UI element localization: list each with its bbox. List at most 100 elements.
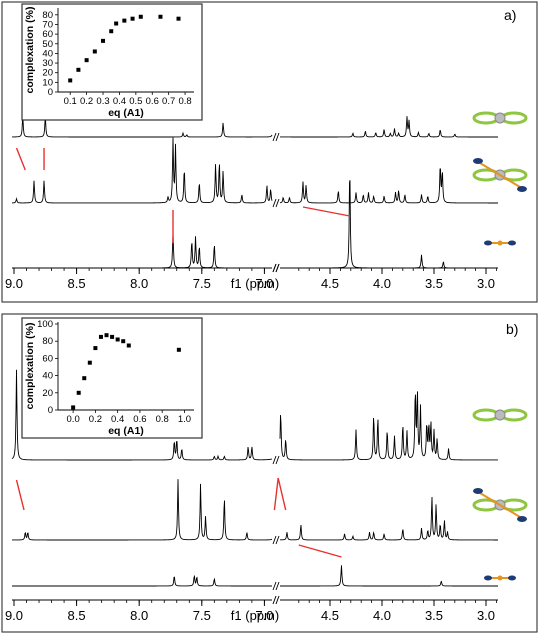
- b-inset-ylabel: complexation (%): [24, 323, 36, 410]
- a-inset-y-tick-label: 80: [42, 10, 53, 21]
- guest-axle-icon: [479, 492, 521, 518]
- a-spectrum-3-right: [280, 180, 498, 269]
- panel-a-frame: [1, 1, 538, 303]
- a-inset-data-point: [76, 67, 81, 72]
- b-inset-data-point: [126, 343, 131, 348]
- a-inset-y-tick-label: 70: [42, 19, 53, 30]
- panel-a-spectra: [11, 116, 498, 273]
- b-inset-data-point: [104, 333, 109, 338]
- b-connector-line: [273, 477, 279, 511]
- panel-b-label: b): [506, 321, 518, 337]
- a-inset-data-point: [68, 78, 73, 83]
- panel-b-frame: [1, 313, 538, 633]
- b-inset-data-point: [76, 390, 81, 395]
- panel-a-x-axis: 9.0 8.5 8.0 7.5 7.0f1 (ppm) 4.5 4.0 3.5 3.0: [5, 263, 498, 291]
- ring-icon: [500, 111, 528, 125]
- a-spectrum-1-right: [279, 116, 498, 138]
- stopper-icon: [484, 240, 492, 246]
- a-axis-break: [272, 263, 277, 273]
- a-tick-label: 8.0: [130, 276, 148, 291]
- panel-b-connectors: [15, 477, 342, 558]
- b-break-mark: [272, 455, 277, 465]
- a-break-mark: [275, 132, 280, 142]
- a-spectrum-3-left: [12, 232, 272, 269]
- b-inset-x-tick-label: 0.0: [67, 414, 80, 425]
- panel-b-icons: [472, 408, 528, 581]
- a-tick-label: 7.0: [255, 276, 273, 291]
- panel-a-connectors: [15, 147, 350, 243]
- b-tick-label: 7.5: [193, 608, 211, 623]
- a-spectrum-1-left: [11, 118, 273, 138]
- metal-icon: [494, 112, 506, 124]
- a-inset-x-tick-label: 0.3: [96, 96, 109, 107]
- panel-b-spectra: [11, 369, 498, 591]
- a-spectrum-2-right: [279, 168, 498, 204]
- b-axis-break: [275, 595, 280, 605]
- b-inset-x-tick-label: 0.4: [111, 414, 124, 425]
- b-spectrum-3-right: [280, 565, 498, 587]
- a-inset-data-point: [158, 14, 163, 19]
- panel-a-label: a): [504, 7, 516, 23]
- a-break-mark: [272, 132, 277, 142]
- b-inset-y-tick-label: 20: [42, 388, 53, 399]
- host-macrocycle-icon: [472, 408, 528, 422]
- a-inset-xlabel: eq (A1): [108, 107, 144, 119]
- a-inset-x-tick-label: 0.5: [129, 96, 142, 107]
- b-tick-label: 8.0: [130, 608, 148, 623]
- b-inset-xlabel: eq (A1): [108, 425, 144, 437]
- a-inset-x-tick-label: 0.2: [80, 96, 93, 107]
- stopper-icon: [517, 186, 527, 192]
- a-inset-data-point: [101, 38, 106, 43]
- a-inset-data-point: [109, 29, 114, 34]
- b-tick-label: 7.0: [255, 608, 273, 623]
- panel-b-inset: 0.0 0.2 0.4 0.6 0.8 1.0 0 20 40 60 80 100 eq (A1) com…: [21, 317, 203, 439]
- ring-icon: [472, 111, 500, 125]
- b-break-mark: [275, 455, 280, 465]
- a-break-mark: [272, 198, 277, 208]
- stopper-icon: [517, 516, 527, 522]
- a-inset-y-tick-label: 20: [42, 68, 53, 79]
- a-inset-y-tick-label: 30: [42, 58, 53, 69]
- a-tick-label: 4.5: [321, 276, 339, 291]
- b-connector-line: [15, 479, 25, 511]
- b-inset-y-tick-label: 60: [42, 353, 53, 364]
- b-inset-data-point: [115, 337, 120, 342]
- b-tick-label: 4.5: [321, 608, 339, 623]
- b-tick-label: 9.0: [5, 608, 23, 623]
- b-tick-label: 3.0: [477, 608, 495, 623]
- panel-a-inset: 0.1 0.2 0.3 0.4 0.5 0.6 0.7 0.8 0102030405060708…: [21, 3, 203, 121]
- ring-icon: [472, 408, 500, 422]
- b-spectrum-1-right: [279, 391, 498, 461]
- b-inset-y-tick-label: 40: [42, 371, 53, 382]
- b-break-mark: [275, 581, 280, 591]
- a-break-mark: [275, 198, 280, 208]
- a-tick-label: 8.5: [68, 276, 86, 291]
- b-break-mark: [272, 581, 277, 591]
- ring-icon: [500, 408, 528, 422]
- a-inset-x-tick-label: 0.8: [178, 96, 191, 107]
- b-axis-break: [272, 595, 277, 605]
- panel-b: 9.0 8.5 8.0 7.5 7.0f1 (ppm) 4.5 4.0 3.5 3.0 b) 0…: [1, 313, 538, 633]
- b-connector-line: [277, 477, 287, 511]
- panel-a-icons: [472, 111, 528, 246]
- host-macrocycle-icon: [472, 111, 528, 125]
- a-inset-data-point: [122, 18, 127, 23]
- stopper-icon: [508, 575, 516, 581]
- a-tick-label: 3.5: [425, 276, 443, 291]
- stopper-icon: [508, 240, 516, 246]
- b-inset-x-tick-label: 1.0: [178, 414, 191, 425]
- a-inset-ylabel: complexation (%): [24, 7, 36, 94]
- complex-icon: [472, 488, 528, 522]
- b-inset-data-point: [110, 334, 115, 339]
- a-inset-data-point: [84, 58, 89, 63]
- metal-icon: [494, 409, 506, 421]
- panel-b-x-axis: 9.0 8.5 8.0 7.5 7.0f1 (ppm) 4.5 4.0 3.5 3.0: [5, 595, 498, 623]
- a-spectrum-2-left: [11, 137, 273, 204]
- b-tick-label: 3.5: [425, 608, 443, 623]
- a-inset-y-tick-label: 10: [42, 77, 53, 88]
- b-inset-data-point: [71, 405, 76, 410]
- b-inset-y-tick-label: 0: [48, 405, 53, 416]
- a-inset-y-tick-label: 50: [42, 39, 53, 50]
- b-break-mark: [275, 535, 280, 545]
